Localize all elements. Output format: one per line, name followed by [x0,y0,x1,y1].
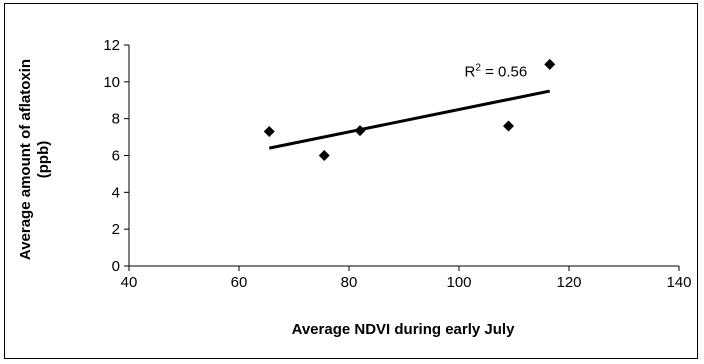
y-tick-label: 8 [112,111,120,128]
x-tick-label: 80 [341,274,358,291]
x-tick-label: 40 [121,274,138,291]
r-squared-annotation: R2 = 0.56 [465,62,528,80]
x-tick-label: 100 [446,274,471,291]
y-tick-label: 0 [112,258,120,275]
data-point [503,120,514,132]
trendline [268,89,551,150]
y-axis-title-line: (ppb) [35,141,52,178]
y-tick-label: 10 [103,74,120,91]
x-axis-title: Average NDVI during early July [292,321,516,338]
y-axis-title: Average amount of aflatoxin(ppb) [17,59,52,260]
x-tick-label: 120 [556,274,581,291]
r-squared-prefix: R [465,63,476,80]
x-tick-label: 140 [666,274,691,291]
r-squared-value: = 0.56 [481,63,527,80]
data-point [544,58,556,70]
y-tick-label: 12 [103,37,120,54]
y-tick-label: 6 [112,148,120,165]
data-points [263,58,556,161]
trendline-group [268,89,551,150]
y-tick-label: 4 [112,184,120,201]
x-tick-label: 60 [231,274,248,291]
r-squared-text: R2 = 0.56 [465,62,528,80]
data-point [354,125,366,137]
y-tick-label: 2 [112,221,120,238]
axes [124,44,680,271]
r-squared-superscript: 2 [475,62,481,73]
tick-labels: 0 2 4 6 8 10 12 40 60 80 100 120 140 [103,37,691,291]
data-point [318,150,330,161]
chart-frame [4,3,698,359]
data-point [263,126,275,138]
y-axis-title-text: Average amount of aflatoxin(ppb) [17,59,52,260]
y-axis-title-line: Average amount of aflatoxin [17,59,34,260]
